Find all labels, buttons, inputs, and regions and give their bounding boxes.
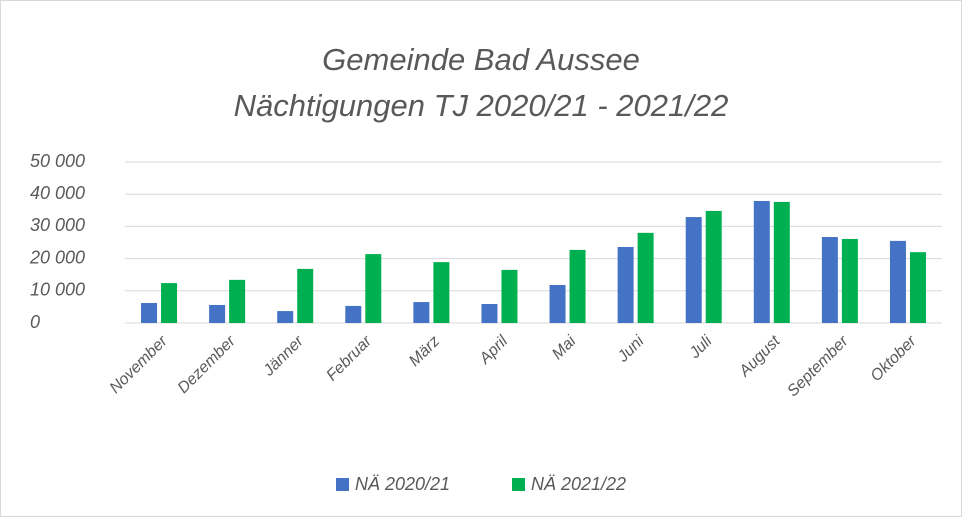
y-tick-label: 40 000	[30, 183, 85, 203]
y-tick-label: 30 000	[30, 215, 85, 235]
legend-swatch	[336, 478, 349, 491]
bar	[413, 302, 430, 323]
legend-label: NÄ 2020/21	[355, 474, 450, 494]
y-tick-label: 0	[30, 312, 40, 332]
legend-label: NÄ 2021/22	[531, 474, 626, 494]
bar	[141, 303, 158, 323]
chart-title: Gemeinde Bad Aussee	[322, 42, 640, 77]
chart-subtitle: Nächtigungen TJ 2020/21 - 2021/22	[234, 88, 729, 123]
bar	[773, 201, 790, 323]
bar	[277, 311, 294, 323]
bar	[549, 285, 566, 323]
bar	[433, 262, 450, 323]
bar	[909, 252, 926, 323]
bar	[841, 238, 858, 323]
bar	[501, 269, 518, 323]
bar	[229, 279, 246, 323]
bar	[365, 254, 382, 323]
bar	[889, 240, 906, 323]
bar	[161, 283, 178, 323]
bar	[617, 247, 634, 323]
bar	[705, 210, 722, 323]
bar	[753, 200, 770, 323]
bar	[637, 232, 654, 323]
bar	[345, 305, 362, 323]
y-tick-label: 10 000	[30, 280, 85, 300]
bar	[209, 304, 226, 323]
bar	[569, 249, 586, 323]
legend-swatch	[512, 478, 525, 491]
bar	[297, 268, 314, 323]
bar	[821, 237, 838, 323]
y-tick-label: 20 000	[29, 247, 85, 267]
bar	[481, 304, 498, 323]
y-tick-label: 50 000	[30, 151, 85, 171]
bar	[685, 217, 702, 323]
